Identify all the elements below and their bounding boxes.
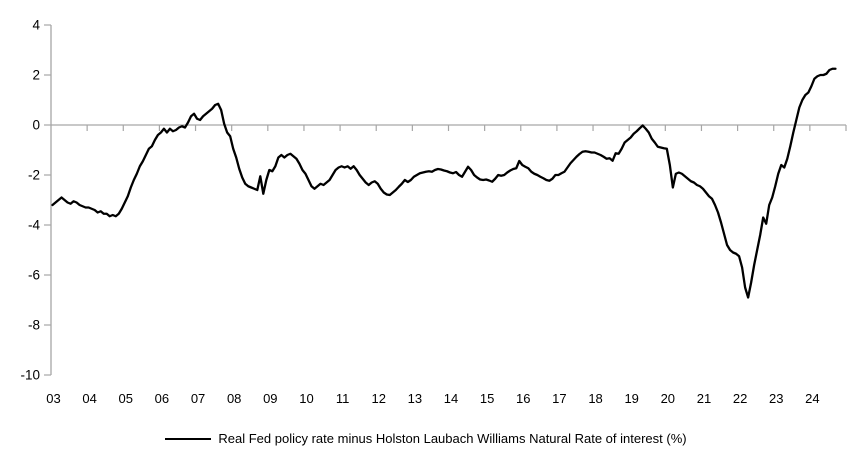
x-axis-label: 13 xyxy=(408,391,422,406)
x-axis-label: 15 xyxy=(480,391,494,406)
y-axis-label: -8 xyxy=(28,318,40,333)
x-axis-label: 17 xyxy=(552,391,566,406)
chart-legend: Real Fed policy rate minus Holston Lauba… xyxy=(0,431,852,446)
x-axis-label: 09 xyxy=(263,391,277,406)
x-axis-label: 11 xyxy=(336,391,350,406)
x-axis-label: 06 xyxy=(155,391,169,406)
x-axis-label: 03 xyxy=(46,391,60,406)
x-axis-label: 16 xyxy=(516,391,530,406)
x-axis-label: 24 xyxy=(805,391,819,406)
x-axis-label: 18 xyxy=(588,391,602,406)
y-axis-label: 4 xyxy=(32,18,40,33)
legend-line-sample xyxy=(165,437,212,440)
y-axis-label: -4 xyxy=(28,218,40,233)
x-axis-label: 05 xyxy=(119,391,133,406)
x-axis-label: 14 xyxy=(444,391,458,406)
x-axis-label: 04 xyxy=(82,391,96,406)
y-axis-label: -6 xyxy=(28,268,40,283)
y-axis-label: 2 xyxy=(32,68,40,83)
x-axis-label: 19 xyxy=(624,391,638,406)
x-axis-label: 23 xyxy=(769,391,783,406)
x-axis-label: 08 xyxy=(227,391,241,406)
x-axis-label: 07 xyxy=(191,391,205,406)
x-axis-label: 12 xyxy=(371,391,385,406)
y-axis-label: 0 xyxy=(32,118,40,133)
legend-label: Real Fed policy rate minus Holston Lauba… xyxy=(218,431,687,446)
x-axis-label: 22 xyxy=(733,391,747,406)
data-series-line xyxy=(51,67,837,299)
y-axis-label: -2 xyxy=(28,168,40,183)
x-axis-label: 20 xyxy=(661,391,675,406)
x-axis-label: 21 xyxy=(697,391,711,406)
x-axis-label: 10 xyxy=(299,391,313,406)
y-axis-label: -10 xyxy=(20,368,40,383)
